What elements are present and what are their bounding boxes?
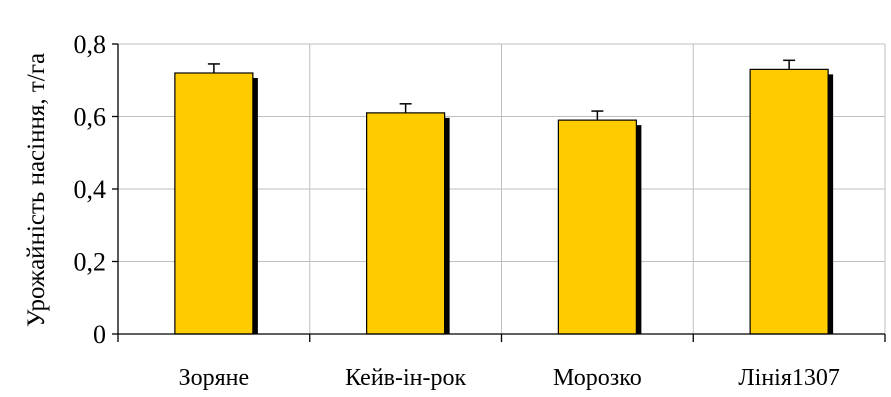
y-tick-label: 0,8 [74, 30, 107, 59]
x-category-label: Зоряне [179, 365, 250, 391]
y-tick-label: 0,6 [74, 103, 107, 132]
bar [366, 112, 446, 335]
y-tick-label: 0 [93, 320, 106, 349]
y-tick-label: 0,4 [74, 175, 107, 204]
x-category-label: Морозко [553, 365, 642, 391]
bar [749, 68, 829, 335]
y-axis-label: Урожайність насіння, т/га [23, 53, 50, 327]
bar [174, 72, 254, 335]
bars [174, 59, 834, 335]
y-tick-label: 0,2 [74, 248, 107, 277]
x-category-label: Кейв-ін-рок [345, 365, 466, 391]
axes [112, 43, 886, 342]
bar [557, 119, 637, 335]
x-category-label: Лінія1307 [738, 365, 840, 391]
tick-labels: 0 0,2 0,4 0,6 0,8 Зоряне Кейв-ін-рок Морозко Лін… [74, 30, 840, 391]
